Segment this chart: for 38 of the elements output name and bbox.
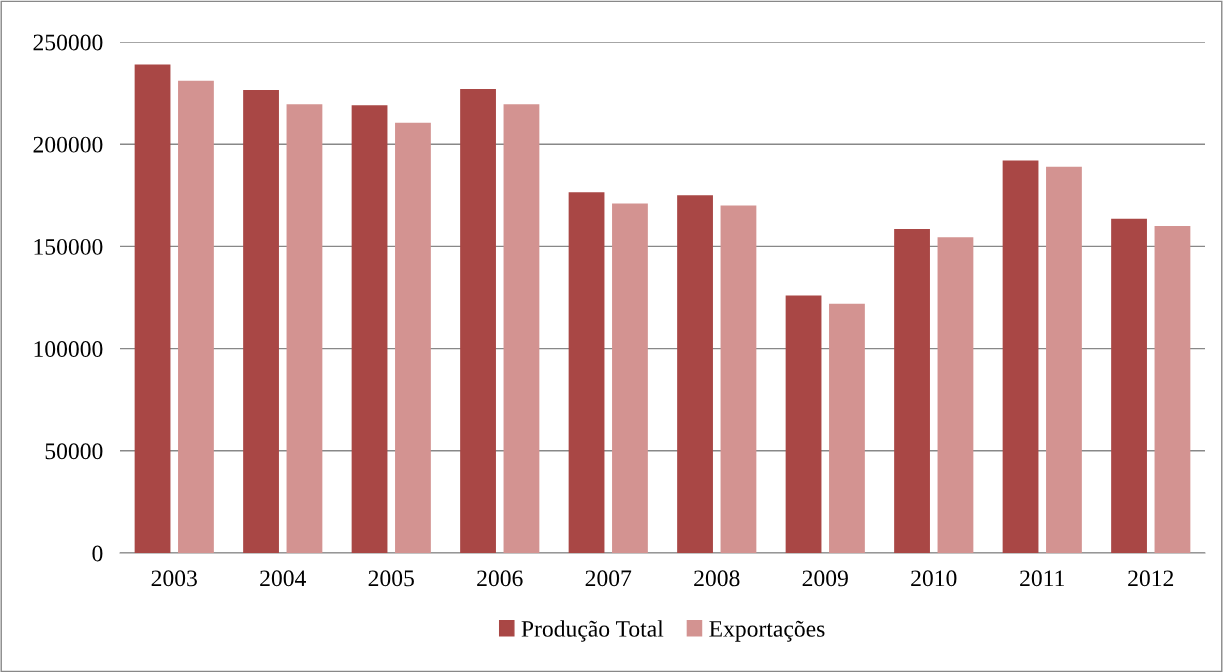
x-tick-label: 2003 [151,570,197,587]
bar [894,229,930,553]
x-tick-label: 2006 [477,570,523,587]
x-tick-label: 2007 [585,570,632,587]
y-tick-label: 150000 [34,238,103,255]
y-tick-label: 50000 [45,443,103,460]
bar [351,105,388,553]
bar [937,237,974,553]
bar [785,295,822,553]
x-tick-label: 2009 [802,570,848,587]
bar [1046,166,1082,553]
bar [829,303,865,553]
bar [503,104,540,553]
x-tick-label: 2008 [694,570,740,587]
legend-label: Produção Total [521,620,664,642]
x-tick-label: 2011 [1020,570,1064,587]
y-tick-label: 100000 [34,341,103,358]
bar [134,64,171,553]
y-tick-label: 0 [92,545,103,562]
x-tick-label: 2012 [1128,570,1174,587]
bar [286,104,323,553]
legend-label: Exportações [709,620,825,642]
bar [243,90,279,553]
bar [568,192,605,553]
y-tick-label: 250000 [33,34,103,51]
bar [720,205,757,553]
bar [677,195,713,553]
bar [395,122,431,553]
bar [178,80,214,553]
bar [612,203,648,553]
bar [1111,218,1147,553]
x-tick-label: 2004 [260,570,306,587]
bar [460,89,496,553]
x-tick-label: 2010 [911,570,957,587]
bar [1002,160,1039,553]
x-tick-label: 2005 [368,570,414,587]
y-tick-label: 200000 [33,136,103,153]
bar [1154,225,1191,553]
